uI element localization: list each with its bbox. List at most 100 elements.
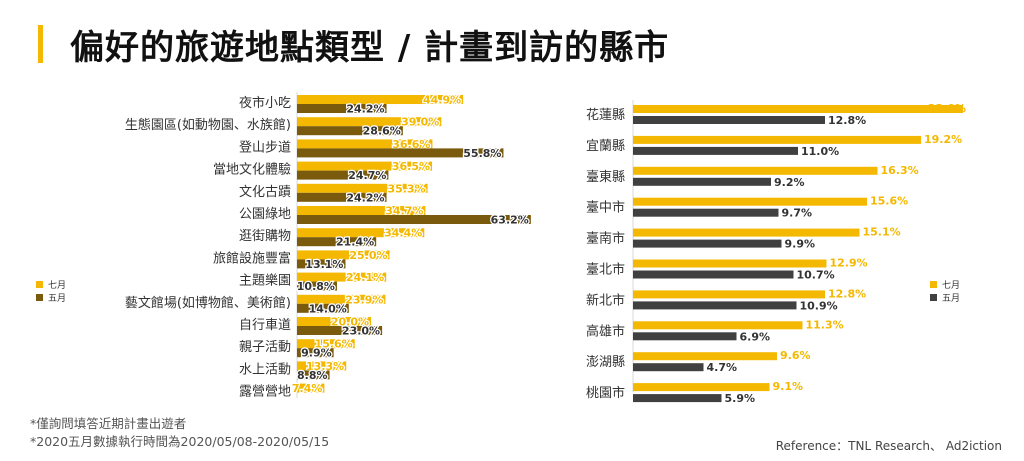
data-label-july: 25.0% [349, 249, 387, 262]
bar-may [633, 208, 779, 217]
category-label: 臺東縣 [586, 169, 625, 185]
bar-july [633, 166, 878, 175]
bar-may [633, 332, 737, 341]
data-label-may: 9.2% [774, 176, 805, 189]
category-label: 露營營地 [239, 385, 291, 400]
data-label-july: 34.4% [384, 227, 422, 240]
title-accent-bar [38, 25, 43, 63]
data-label-july: 36.6% [392, 138, 430, 151]
bar-july [297, 272, 387, 282]
bar-may [297, 281, 337, 291]
category-label: 宜蘭縣 [586, 138, 625, 154]
bar-july [297, 250, 390, 260]
category-label: 花蓮縣 [586, 107, 625, 123]
bar-may [297, 148, 504, 158]
bar-july [297, 317, 371, 326]
data-label-may: 12.8% [828, 114, 866, 127]
legend-item-may: 五月 [36, 291, 66, 304]
bar-july [297, 183, 428, 193]
data-label-july: 24.1% [346, 271, 384, 284]
bar-july [297, 228, 425, 238]
bar-july [633, 352, 777, 361]
category-label: 臺北市 [586, 262, 625, 278]
bar-may [297, 259, 346, 269]
legend-label-july: 七月 [48, 281, 67, 291]
data-label-july: 23.9% [345, 293, 383, 306]
data-label-july: 35.3% [387, 182, 425, 195]
bar-may [633, 116, 825, 124]
bar-may [297, 303, 349, 313]
bar-may [297, 192, 387, 202]
category-label: 自行車道 [239, 318, 291, 333]
data-label-may: 10.8% [297, 280, 335, 293]
category-label: 當地文化體驗 [213, 163, 291, 178]
data-label-may: 28.6% [363, 125, 401, 138]
bar-july [633, 321, 803, 330]
bar-july [633, 135, 921, 144]
legend-left: 七月 五月 [36, 278, 66, 304]
legend-right: 七月 五月 [930, 278, 960, 304]
bar-may [297, 237, 377, 247]
data-label-july: 22.0% [928, 102, 966, 115]
bar-july [633, 259, 827, 268]
bar-may [297, 326, 383, 335]
data-label-july: 12.9% [830, 257, 868, 270]
category-label: 夜市小吃 [239, 95, 291, 111]
page-title: 偏好的旅遊地點類型 / 計畫到訪的縣市 [70, 28, 670, 68]
data-label-july: 9.6% [780, 349, 811, 362]
category-label: 主題樂園 [239, 273, 291, 289]
bar-july [297, 294, 386, 304]
category-label: 藝文館場(如博物館、美術館) [125, 295, 291, 311]
legend-swatch-may [930, 294, 937, 301]
category-label: 逛街購物 [239, 229, 291, 244]
data-label-may: 24.2% [346, 191, 384, 204]
data-label-july: 15.6% [315, 338, 353, 351]
data-label-may: 11.0% [801, 145, 839, 158]
bar-may [633, 239, 782, 248]
data-label-may: 24.7% [348, 169, 386, 182]
category-label: 臺中市 [586, 200, 625, 216]
bar-may [633, 363, 704, 372]
bar-july [633, 197, 867, 206]
data-label-july: 9.1% [773, 380, 804, 393]
data-label-may: 5.9% [725, 392, 756, 405]
bar-july [633, 383, 770, 392]
data-label-may: 13.1% [305, 258, 343, 271]
category-label: 登山步道 [239, 140, 291, 155]
data-label-may: 9.9% [301, 347, 332, 360]
category-label: 生態園區(如動物園、水族館) [125, 117, 291, 133]
bar-may [633, 146, 798, 155]
data-label-may: 24.2% [346, 103, 384, 116]
category-label: 高雄市 [586, 323, 625, 339]
data-label-july: 15.6% [870, 195, 908, 208]
data-label-may: 9.9% [785, 238, 816, 251]
data-label-july: 15.1% [863, 226, 901, 239]
legend-label-may: 五月 [48, 294, 67, 304]
bar-july [297, 139, 433, 149]
data-label-july: 12.8% [828, 287, 866, 300]
legend-swatch-july [930, 281, 937, 288]
data-label-may: 8.8% [297, 369, 328, 382]
category-label: 澎湖縣 [586, 355, 625, 370]
data-label-may: 10.7% [797, 269, 835, 282]
bar-july [633, 105, 963, 113]
data-label-july: 44.9% [423, 94, 461, 107]
data-label-july: 11.3% [806, 318, 844, 331]
data-label-may: 55.8% [463, 147, 501, 160]
data-label-may: 6.9% [740, 330, 771, 343]
reference-note: Reference：TNL Research、 Ad2iction [775, 439, 1002, 453]
bar-july [297, 339, 355, 349]
legend-label-july: 七月 [942, 281, 961, 291]
bar-july [297, 206, 426, 215]
data-label-may: 63.2% [491, 214, 529, 227]
bar-may [633, 301, 797, 310]
data-label-may: 23.0% [342, 325, 380, 338]
legend-item-july: 七月 [930, 278, 960, 291]
data-label-may: 4.7% [707, 361, 738, 374]
data-label-july: 39.0% [401, 116, 439, 129]
data-label-july: 36.5% [392, 160, 430, 173]
data-label-may: 9.7% [782, 207, 813, 220]
data-label-july: 16.3% [881, 164, 919, 177]
data-label-july: 7.4% [292, 382, 323, 395]
